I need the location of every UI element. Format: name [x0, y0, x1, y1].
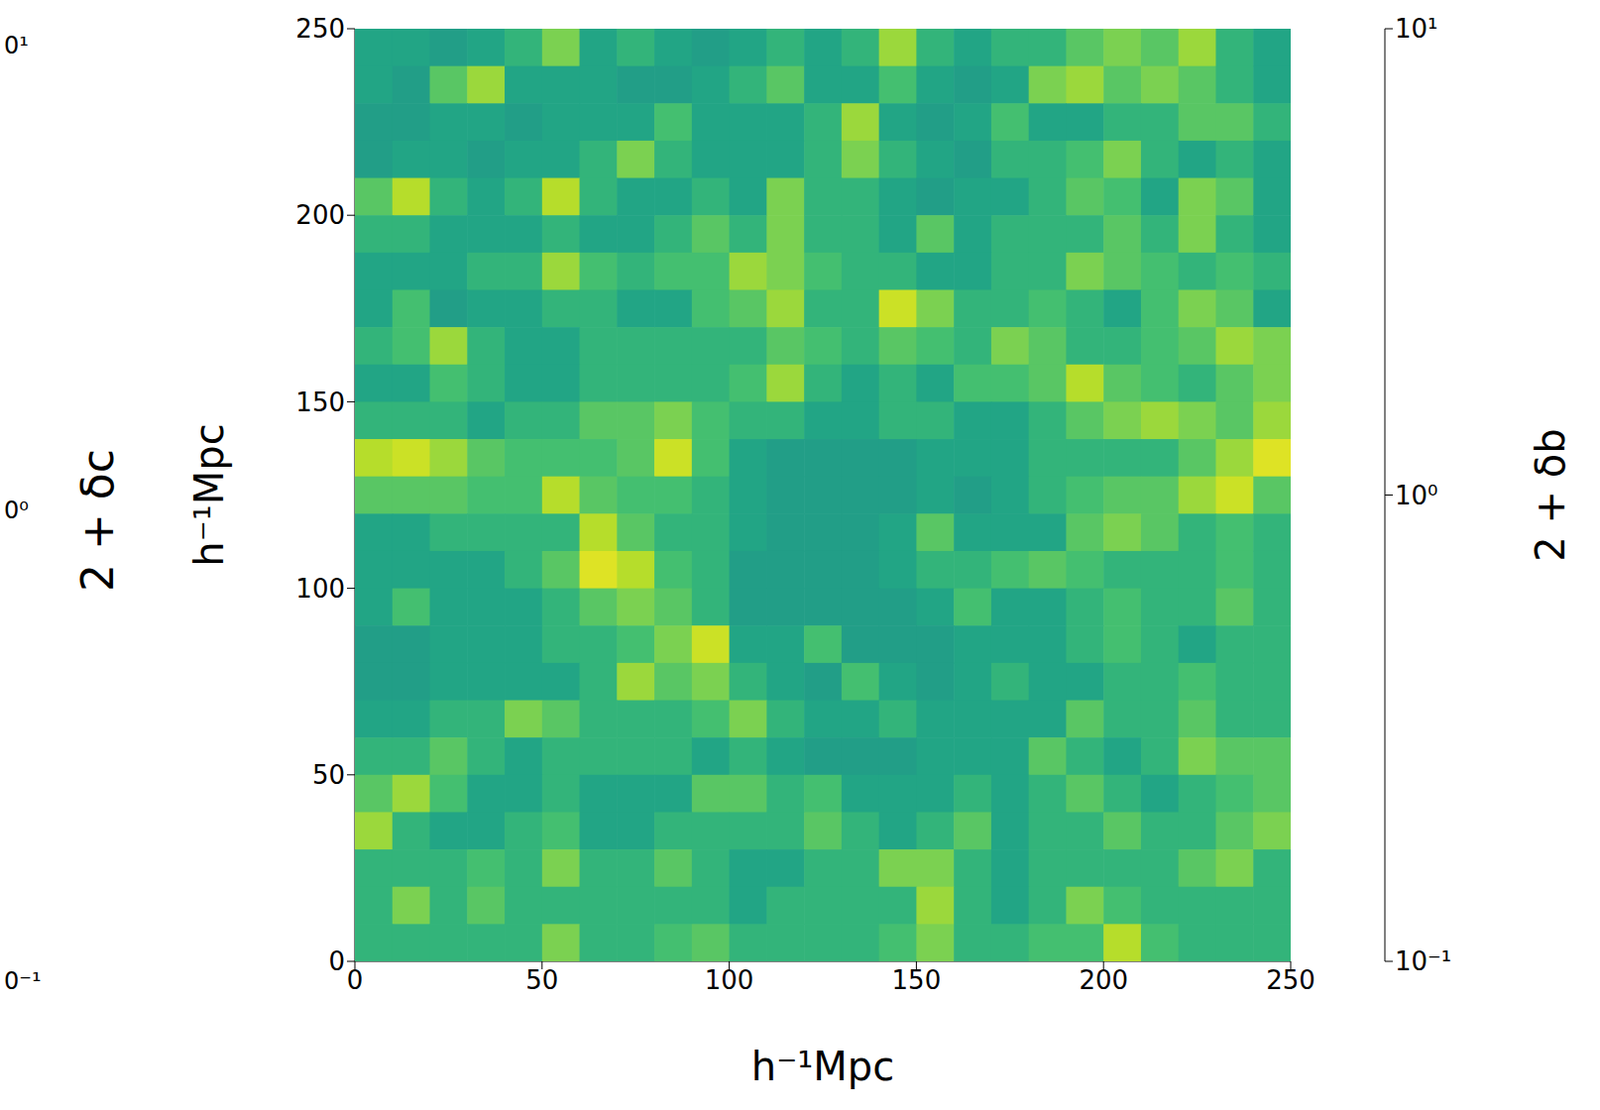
svg-text:100: 100 — [704, 965, 755, 996]
svg-text:100: 100 — [295, 573, 345, 604]
svg-text:10⁰: 10⁰ — [1394, 480, 1439, 511]
svg-text:h⁻¹Mpc: h⁻¹Mpc — [751, 1043, 895, 1090]
svg-text:0⁰: 0⁰ — [3, 496, 29, 525]
svg-text:2 + δb: 2 + δb — [1527, 428, 1574, 562]
svg-text:0¹: 0¹ — [3, 31, 29, 60]
svg-text:250: 250 — [295, 13, 345, 44]
svg-text:150: 150 — [892, 965, 942, 996]
svg-text:0: 0 — [346, 965, 364, 996]
svg-text:200: 200 — [1078, 965, 1129, 996]
svg-text:200: 200 — [295, 200, 345, 230]
svg-text:2 + δc: 2 + δc — [72, 449, 123, 592]
svg-text:50: 50 — [312, 760, 345, 791]
svg-text:50: 50 — [525, 965, 559, 996]
svg-text:0⁻¹: 0⁻¹ — [3, 967, 42, 996]
svg-text:150: 150 — [295, 387, 345, 418]
svg-text:250: 250 — [1265, 965, 1316, 996]
svg-text:h⁻¹Mpc: h⁻¹Mpc — [186, 423, 232, 567]
svg-text:10⁻¹: 10⁻¹ — [1394, 946, 1452, 977]
svg-text:10¹: 10¹ — [1394, 13, 1439, 44]
svg-text:0: 0 — [328, 946, 345, 977]
